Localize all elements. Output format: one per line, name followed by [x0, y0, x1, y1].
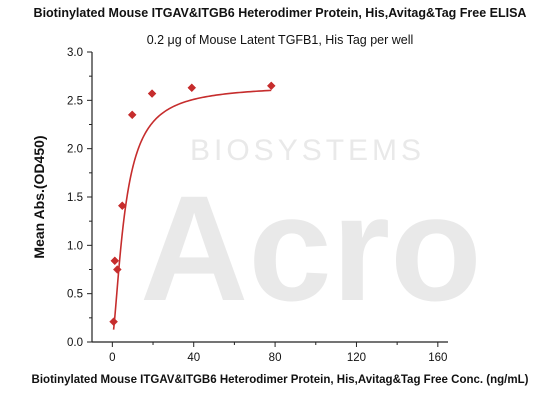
x-tick-label: 0 — [109, 352, 115, 364]
x-tick-label: 40 — [187, 352, 200, 364]
x-axis-label: Biotinylated Mouse ITGAV&ITGB6 Heterodim… — [31, 374, 529, 386]
x-tick-label: 120 — [347, 352, 366, 364]
y-tick-label: 2.0 — [67, 144, 83, 156]
data-point-marker — [109, 317, 118, 327]
x-tick-label: 160 — [428, 352, 447, 364]
chart-title: Biotinylated Mouse ITGAV&ITGB6 Heterodim… — [33, 6, 527, 20]
watermark-logo: Acro BIOSYSTEMS — [140, 134, 482, 332]
y-tick-label: 1.5 — [67, 192, 83, 204]
watermark-sub: BIOSYSTEMS — [190, 134, 425, 167]
data-point-marker — [127, 110, 137, 120]
y-tick-label: 0.5 — [67, 289, 83, 301]
data-point-marker — [147, 89, 157, 98]
chart-subtitle: 0.2 μg of Mouse Latent TGFB1, His Tag pe… — [146, 33, 414, 47]
ticks: 0.0 0.5 1.0 1.5 2.0 2.5 3.0 0 40 80 120 160 — [67, 47, 447, 364]
data-point-marker — [117, 201, 127, 211]
y-tick-label: 2.5 — [67, 95, 83, 107]
fit-line — [112, 89, 272, 330]
x-tick-label: 80 — [269, 352, 282, 364]
y-tick-label: 1.0 — [67, 240, 83, 252]
fit-curve — [112, 89, 272, 330]
data-point-marker — [112, 265, 122, 274]
y-axis-label: Mean Abs.(OD450) — [31, 135, 47, 258]
watermark-brand: Acro — [140, 164, 482, 332]
y-tick-label: 0.0 — [67, 337, 83, 349]
y-tick-label: 3.0 — [67, 47, 83, 59]
data-points — [109, 81, 276, 327]
data-point-marker — [110, 256, 120, 266]
data-point-marker — [266, 81, 276, 91]
data-point-marker — [187, 83, 197, 93]
